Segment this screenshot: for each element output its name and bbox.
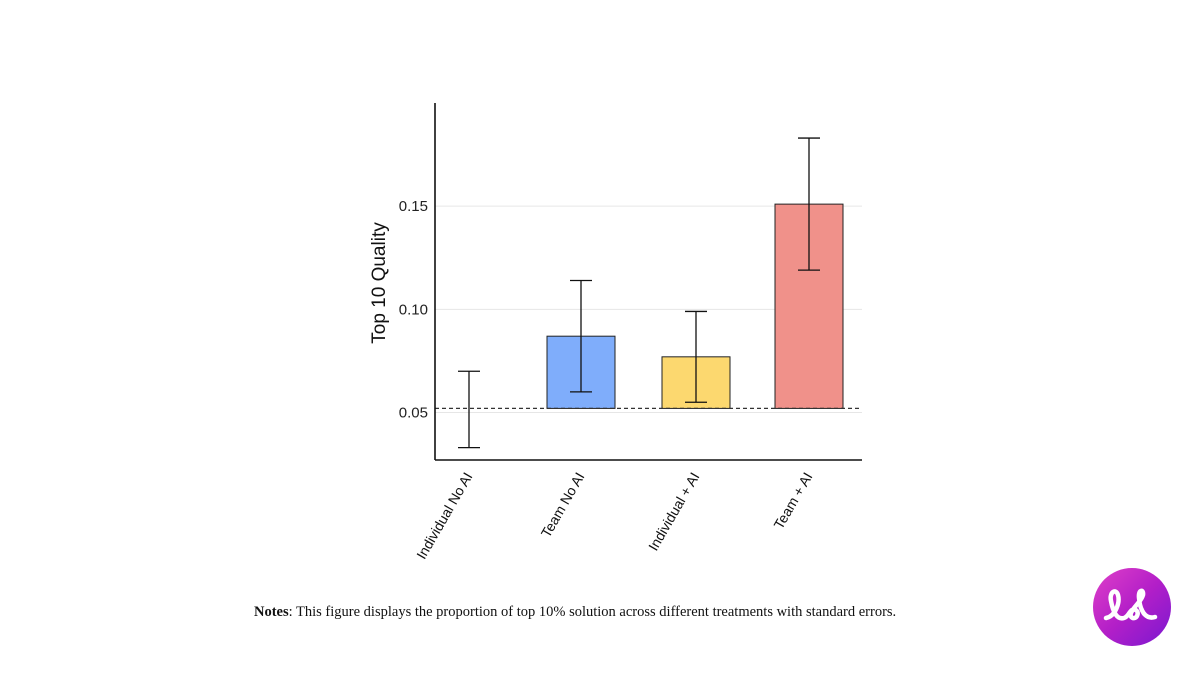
bars	[546, 203, 844, 409]
chart: 0.050.100.15 Individual No AI Team No AI I…	[369, 103, 862, 562]
y-tick-labels: 0.05 0.10 0.15	[399, 198, 428, 421]
x-tick-label: Team + AI	[770, 470, 815, 532]
axes	[434, 103, 862, 461]
loop-logo-icon	[1093, 568, 1171, 646]
x-tick-labels: Individual No AI Team No AI Individual + A…	[413, 470, 816, 562]
notes-text: : This figure displays the proportion of…	[288, 604, 897, 620]
y-tick-label: 0.05	[399, 405, 428, 422]
y-axis-title: Top 10 Quality	[369, 222, 390, 344]
x-tick-label: Team No AI	[538, 470, 588, 541]
error-bars	[458, 137, 820, 449]
notes-label: Notes	[254, 604, 289, 620]
y-tick-label: 0.10	[399, 301, 428, 318]
y-tick-label: 0.15	[399, 198, 428, 215]
figure-notes: Notes: This figure displays the proporti…	[254, 604, 896, 621]
x-tick-label: Individual No AI	[413, 470, 476, 562]
x-tick-label: Individual + AI	[645, 470, 703, 554]
